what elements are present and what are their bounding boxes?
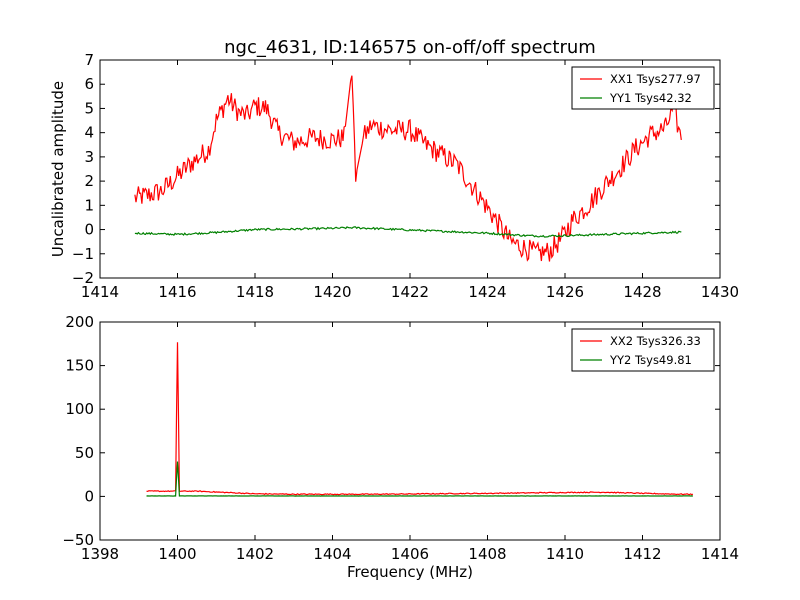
series-line-2 xyxy=(134,226,682,238)
x-axis-label: Frequency (MHz) xyxy=(347,563,473,581)
x-tick-label: 1426 xyxy=(546,283,584,301)
plot-area xyxy=(146,342,694,497)
x-tick-label: 1424 xyxy=(468,283,506,301)
legend-label: XX2 Tsys326.33 xyxy=(610,334,701,348)
x-tick-label: 1400 xyxy=(158,545,196,563)
bottom-panel: 1398 1400 1402 1404 1406 1408 1410 1412 1414 −50 0… xyxy=(62,313,739,581)
plot-area xyxy=(134,75,682,262)
x-tick-label: 1428 xyxy=(623,283,661,301)
y-tick-label: 2 xyxy=(84,172,94,190)
x-tick-label: 1414 xyxy=(81,283,119,301)
x-tick-label: 1404 xyxy=(313,545,351,563)
legend-label: YY1 Tsys42.32 xyxy=(609,91,692,105)
y-tick-label: 200 xyxy=(65,313,94,331)
x-tick-label: 1422 xyxy=(391,283,429,301)
y-tick-label: 4 xyxy=(84,124,94,142)
legend-label: YY2 Tsys49.81 xyxy=(609,353,692,367)
x-tick-label: 1420 xyxy=(313,283,351,301)
series-line-2 xyxy=(146,461,693,497)
x-tick-label: 1402 xyxy=(236,545,274,563)
y-axis-label: Uncalibrated amplitude xyxy=(49,81,67,257)
series-line-1 xyxy=(134,75,682,262)
legend-label: XX1 Tsys277.97 xyxy=(610,72,701,86)
x-tick-label: 1410 xyxy=(546,545,584,563)
y-tick-label: 0 xyxy=(84,487,94,505)
y-tick-label: −1 xyxy=(72,245,94,263)
y-tick-label: −2 xyxy=(72,269,94,287)
y-tick-label: 50 xyxy=(75,444,94,462)
x-tick-label: 1398 xyxy=(81,545,119,563)
y-tick-label: 100 xyxy=(65,400,94,418)
legend: XX1 Tsys277.97 YY1 Tsys42.32 xyxy=(571,66,715,110)
legend: XX2 Tsys326.33 YY2 Tsys49.81 xyxy=(571,328,715,372)
x-tick-label: 1406 xyxy=(391,545,429,563)
x-tick-label: 1418 xyxy=(236,283,274,301)
y-tick-label: 150 xyxy=(65,357,94,375)
y-tick-label: 0 xyxy=(84,221,94,239)
y-tick-label: 6 xyxy=(84,75,94,93)
y-tick-label: −50 xyxy=(62,531,94,549)
x-tick-label: 1416 xyxy=(158,283,196,301)
y-tick-label: 3 xyxy=(84,148,94,166)
figure-title: ngc_4631, ID:146575 on-off/off spectrum xyxy=(224,37,596,58)
top-panel: 1414 1416 1418 1420 1422 1424 1426 1428 1430−2−1… xyxy=(49,51,739,301)
y-tick-label: 1 xyxy=(84,196,94,214)
x-tick-label: 1414 xyxy=(701,545,739,563)
x-tick-label: 1430 xyxy=(701,283,739,301)
y-tick-label: 7 xyxy=(84,51,94,69)
y-tick-label: 5 xyxy=(84,99,94,117)
x-tick-label: 1408 xyxy=(468,545,506,563)
x-tick-label: 1412 xyxy=(623,545,661,563)
series-line-1 xyxy=(146,342,694,496)
